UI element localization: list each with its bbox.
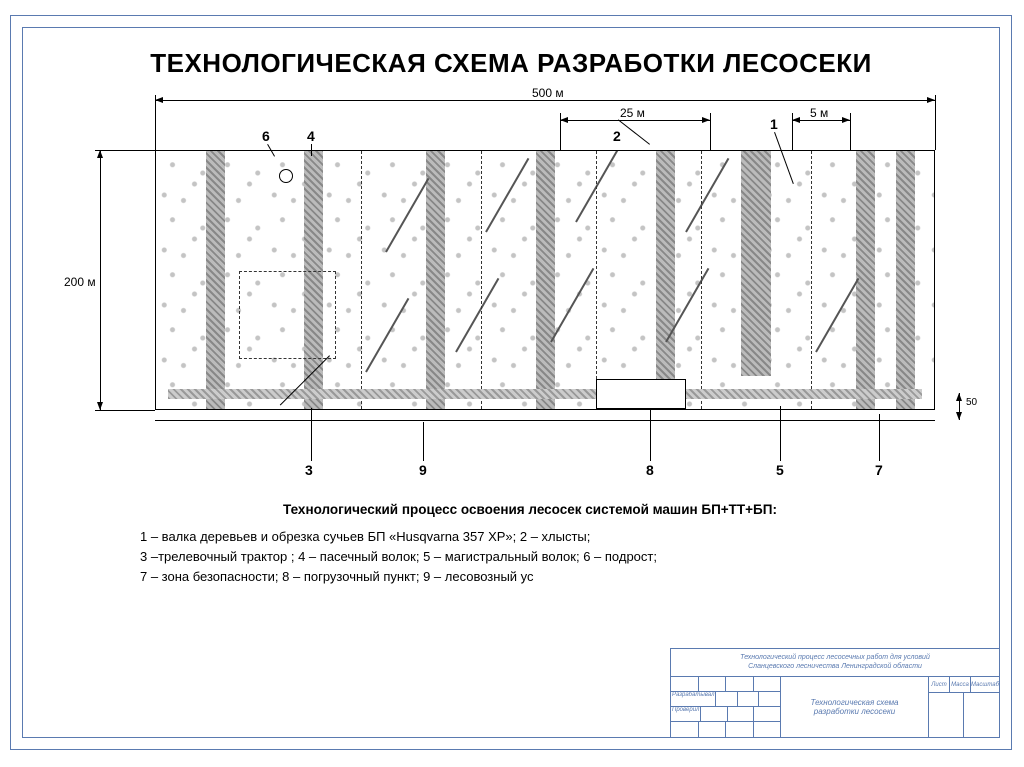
boundary-dash: [701, 151, 702, 409]
tb-role-dev: Разрабатывал: [671, 692, 716, 706]
ext-line: [95, 410, 155, 411]
legend-line-1: 1 – валка деревьев и обрезка сучьев БП «…: [140, 527, 920, 547]
legend: Технологический процесс освоения лесосек…: [140, 500, 920, 587]
tb-role-check: Проверил: [671, 707, 701, 721]
callout-7: 7: [875, 462, 883, 478]
dim-50: [959, 393, 960, 420]
pasek-strip: [426, 151, 445, 409]
dim-500m-label: 500 м: [530, 86, 566, 100]
callout-3-line: [311, 408, 312, 461]
pasek-strip: [536, 151, 555, 409]
ext-line: [95, 150, 155, 151]
dim-5m-label: 5 м: [808, 106, 830, 120]
tb-drawing-title: Технологическая схема разработки лесосек…: [781, 677, 929, 737]
callout-9: 9: [419, 462, 427, 478]
legend-line-2: 3 –трелевочный трактор ; 4 – пасечный во…: [140, 547, 920, 567]
callout-5: 5: [776, 462, 784, 478]
road-baseline: [155, 420, 935, 421]
callout-8-line: [650, 408, 651, 461]
dim-500m: [155, 100, 935, 101]
tb-mid-line1: Технологическая схема: [811, 698, 899, 707]
callout-4-line: [311, 144, 312, 156]
dim-50-label: 50: [964, 397, 979, 408]
main-skid-road: [168, 389, 922, 399]
tb-top-line2: Сланцевского лесничества Ленинградской о…: [748, 663, 922, 671]
callout-5-line: [780, 406, 781, 461]
tb-signatures: Разрабатывал Проверил: [671, 677, 781, 737]
tb-project-title: Технологический процесс лесосечных работ…: [671, 649, 999, 677]
callout-2: 2: [613, 128, 621, 144]
tb-mid-line2: разработки лесосеки: [811, 707, 899, 716]
boundary-dash: [481, 151, 482, 409]
callout-8: 8: [646, 462, 654, 478]
dim-200m: [100, 150, 101, 410]
tb-hdr-scale: Масштаб: [971, 677, 999, 692]
diagram-plot: [155, 150, 935, 410]
boundary-dash: [596, 151, 597, 409]
tb-hdr-mass: Масса: [950, 677, 971, 692]
page-title: ТЕХНОЛОГИЧЕСКАЯ СХЕМА РАЗРАБОТКИ ЛЕСОСЕК…: [32, 48, 990, 79]
pasek-strip: [206, 151, 225, 409]
gost-title-block: Технологический процесс лесосечных работ…: [670, 648, 1000, 738]
callout-6: 6: [262, 128, 270, 144]
ext-line: [850, 113, 851, 150]
undergrowth-marker: [279, 169, 293, 183]
dim-5m: [792, 120, 850, 121]
callout-1: 1: [770, 116, 778, 132]
work-zone-box: [239, 271, 336, 359]
dim-25m: [560, 120, 710, 121]
ext-line: [155, 95, 156, 150]
loading-point: [596, 379, 686, 409]
ext-line: [710, 113, 711, 150]
callout-3: 3: [305, 462, 313, 478]
callout-4: 4: [307, 128, 315, 144]
pasek-strip: [656, 151, 675, 409]
tb-hdr-sheet: Лист: [929, 677, 950, 692]
callout-7-line: [879, 414, 880, 461]
pasek-strip-wide: [741, 151, 771, 376]
tb-top-line1: Технологический процесс лесосечных работ…: [740, 654, 930, 662]
boundary-dash: [811, 151, 812, 409]
pasek-strip: [856, 151, 875, 409]
boundary-dash: [361, 151, 362, 409]
dim-200m-label: 200 м: [62, 275, 98, 289]
dim-25m-label: 25 м: [618, 106, 647, 120]
legend-line-3: 7 – зона безопасности; 8 – погрузочный п…: [140, 567, 920, 587]
callout-9-line: [423, 422, 424, 461]
ext-line: [935, 95, 936, 150]
pasek-strip: [896, 151, 915, 409]
tb-meta: Лист Масса Масштаб: [929, 677, 999, 737]
legend-heading: Технологический процесс освоения лесосек…: [140, 500, 920, 521]
